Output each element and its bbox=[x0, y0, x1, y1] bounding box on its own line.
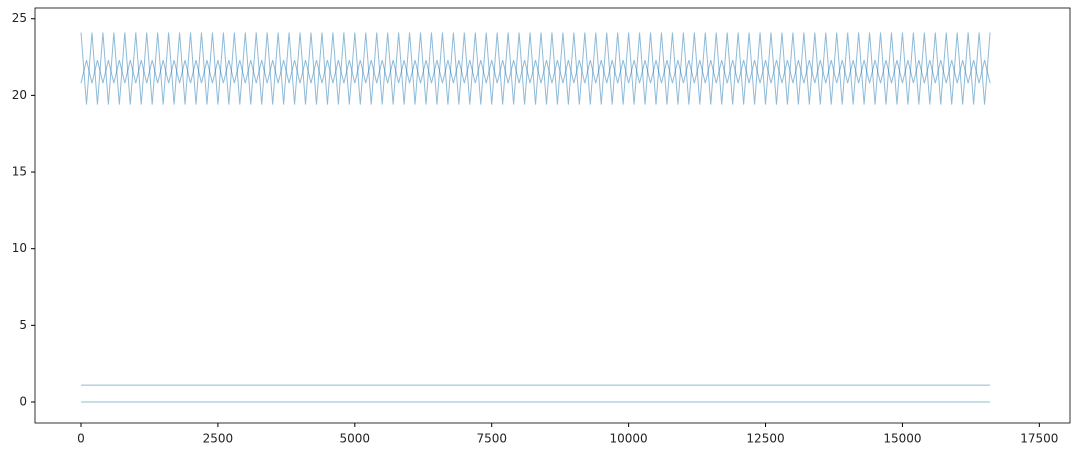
x-tick-label: 12500 bbox=[746, 432, 784, 446]
series-line bbox=[80, 32, 991, 105]
y-tick-label: 20 bbox=[12, 88, 27, 102]
x-tick-label: 17500 bbox=[1020, 432, 1058, 446]
x-tick-label: 2500 bbox=[203, 432, 234, 446]
series-line bbox=[80, 60, 991, 84]
y-tick-label: 15 bbox=[12, 165, 27, 179]
y-tick-label: 5 bbox=[19, 318, 27, 332]
x-tick-label: 5000 bbox=[340, 432, 371, 446]
y-tick-label: 0 bbox=[19, 394, 27, 408]
x-tick-label: 10000 bbox=[610, 432, 648, 446]
x-tick-label: 7500 bbox=[476, 432, 507, 446]
y-tick-label: 25 bbox=[12, 11, 27, 25]
axes-frame bbox=[34, 7, 1071, 424]
x-tick-label: 0 bbox=[77, 432, 85, 446]
x-tick-label: 15000 bbox=[883, 432, 921, 446]
y-tick-label: 10 bbox=[12, 241, 27, 255]
